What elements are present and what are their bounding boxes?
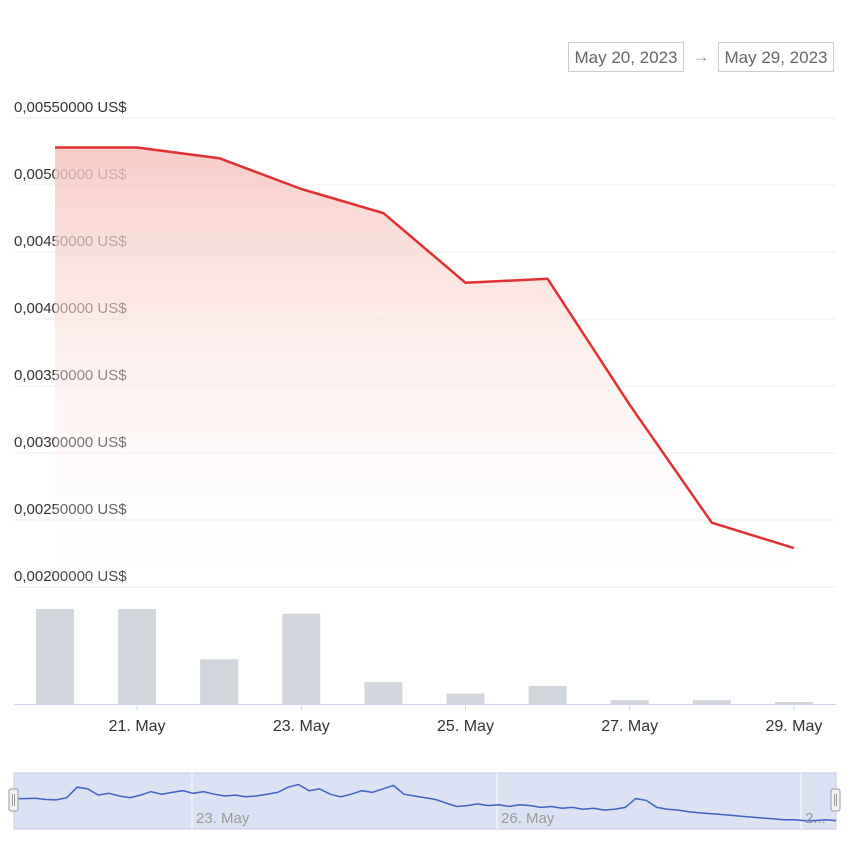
x-axis-labels: 21. May 23. May 25. May 27. May 29. May (109, 704, 822, 735)
x-tick-label: 23. May (273, 718, 330, 735)
volume-bars (14, 609, 836, 705)
price-area (55, 147, 794, 587)
x-tick-label: 21. May (109, 718, 166, 735)
range-arrow-icon: → (692, 47, 710, 66)
navigator[interactable]: 23. May 26. May 2... (8, 772, 841, 830)
navigator-window[interactable] (13, 772, 837, 830)
volume-bar (36, 609, 74, 704)
volume-bar (774, 702, 813, 704)
navigator-line (14, 783, 837, 822)
volume-bar (692, 700, 731, 704)
navigator-right-handle[interactable] (830, 788, 841, 812)
navigator-label: 2... (805, 810, 826, 827)
navigator-left-handle[interactable] (8, 788, 19, 812)
price-line-series (54, 146, 795, 550)
volume-bar (282, 613, 321, 704)
navigator-label: 26. May (501, 810, 555, 827)
volume-bar (118, 609, 157, 704)
price-area-fill (55, 147, 794, 587)
x-tick-label: 25. May (437, 718, 494, 735)
volume-bar (528, 685, 567, 704)
x-tick-label: 29. May (765, 718, 822, 735)
volume-bar (446, 693, 485, 704)
range-from-input[interactable]: May 20, 2023 (568, 42, 684, 72)
x-tick-label: 27. May (601, 718, 658, 735)
volume-bar (364, 682, 403, 704)
y-tick-label: 0,00550000 US$ (14, 99, 127, 116)
navigator-label: 23. May (196, 810, 250, 827)
volume-bar (610, 700, 649, 704)
volume-bar (200, 659, 239, 704)
range-to-input[interactable]: May 29, 2023 (718, 42, 834, 72)
price-line (55, 146, 795, 550)
